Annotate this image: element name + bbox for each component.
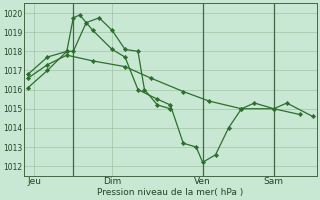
X-axis label: Pression niveau de la mer( hPa ): Pression niveau de la mer( hPa ) — [97, 188, 244, 197]
